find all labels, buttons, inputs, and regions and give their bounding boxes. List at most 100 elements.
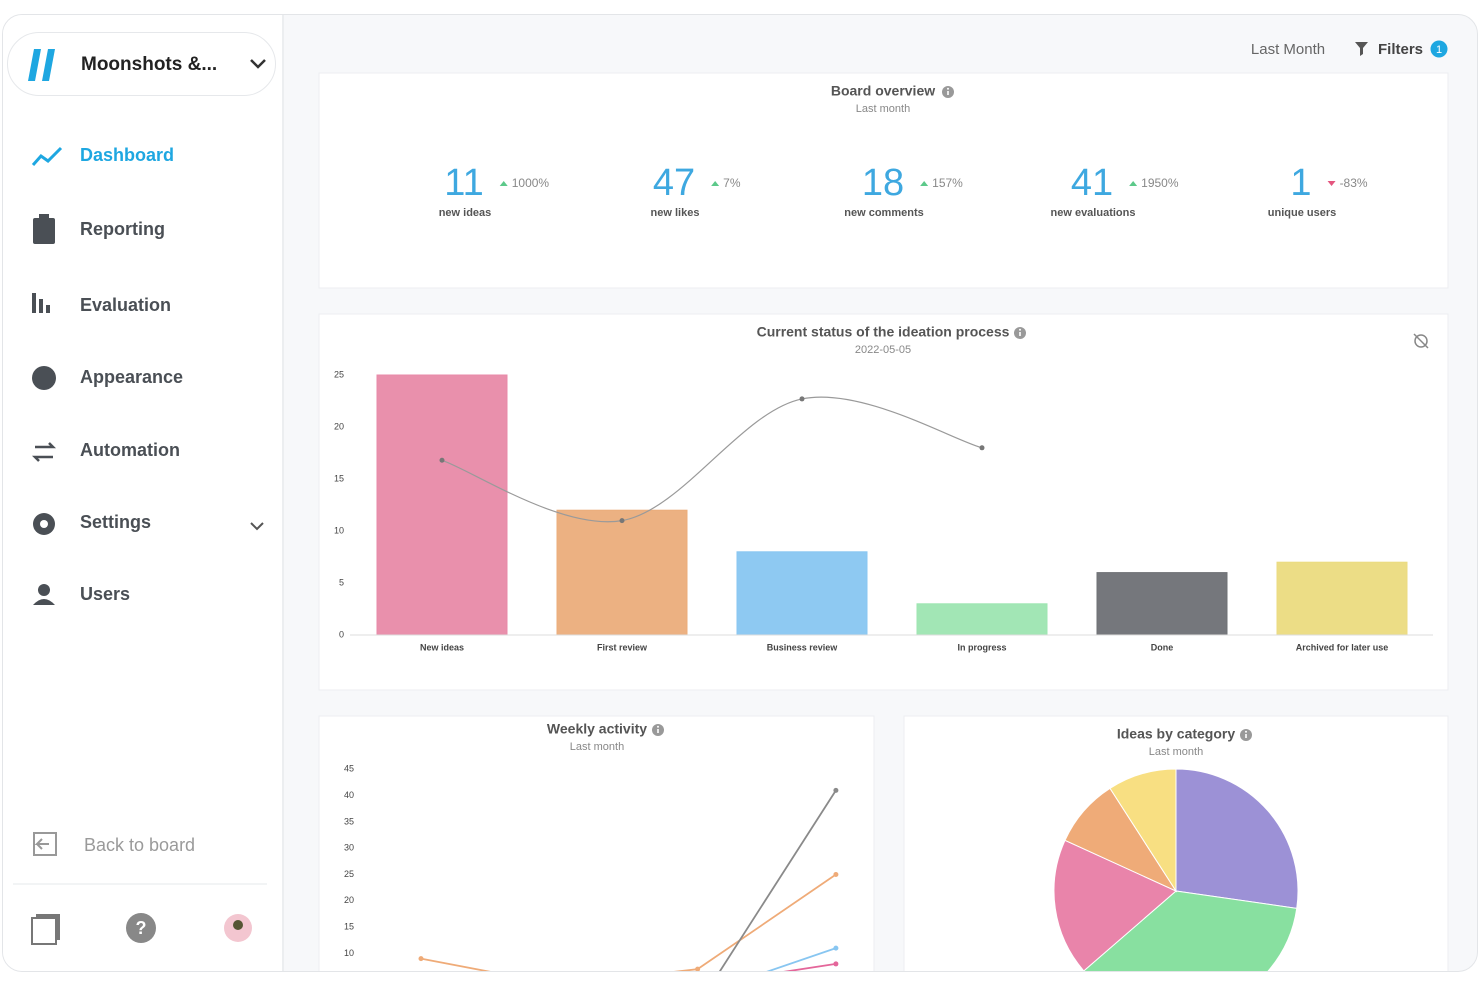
y-tick-label: 10 [334, 525, 344, 535]
info-icon [1240, 729, 1252, 741]
workspace-icons [28, 49, 266, 81]
timer-icon [1413, 333, 1429, 349]
y-tick-label: 15 [344, 921, 354, 931]
y-tick-label: 30 [344, 843, 354, 853]
line-point [695, 966, 701, 971]
stat-value: 1 [1290, 162, 1311, 204]
stat-value: 18 [862, 162, 904, 204]
stat-label: new evaluations [1051, 207, 1136, 219]
chart-subtitle: Last month [1149, 746, 1203, 758]
card [318, 72, 1449, 289]
app-frame: Moonshots &... ? Dashboard Reporting Evalu… [2, 14, 1478, 972]
stat-value: 41 [1071, 162, 1113, 204]
stat-change: 7% [723, 176, 741, 190]
filter-count: 1 [1436, 44, 1442, 56]
trend-arrow [920, 181, 929, 186]
line [766, 947, 837, 971]
line [420, 873, 837, 971]
info-icon [652, 724, 664, 736]
info-icon [1014, 327, 1026, 339]
card [318, 715, 875, 971]
stat-change: -83% [1340, 176, 1368, 190]
pie-slice [1064, 787, 1178, 893]
line-point [833, 961, 839, 967]
filters-button[interactable]: Filters [1378, 41, 1423, 58]
info-icon [1245, 730, 1247, 733]
chart-subtitle: 2022-05-05 [855, 344, 911, 356]
filter-icon [1355, 42, 1368, 56]
line-point [418, 956, 424, 962]
nav-item[interactable]: Dashboard [80, 145, 175, 165]
info-icon [942, 86, 954, 98]
line-point [833, 787, 839, 793]
y-tick-label: 25 [344, 869, 354, 879]
card-subtitle: Last month [856, 103, 910, 115]
back-to-board[interactable]: Back to board [84, 835, 196, 855]
stat-change: 1000% [512, 176, 550, 190]
pie-slice [1109, 768, 1177, 893]
pie-slice [1053, 839, 1177, 971]
y-tick-label: 20 [344, 895, 354, 905]
line-point [833, 872, 839, 877]
stat-value: 47 [653, 162, 695, 204]
x-tick-label: In progress [957, 642, 1006, 652]
stat-label: unique users [1268, 207, 1336, 219]
info-icon [947, 87, 949, 90]
filter-badge [1430, 40, 1448, 58]
chart-subtitle: Last month [570, 741, 624, 753]
line-point [439, 457, 445, 463]
trend-arrow [499, 181, 508, 186]
bar [736, 551, 868, 636]
x-tick-label: Done [1151, 642, 1174, 652]
timer-icon [1414, 334, 1428, 348]
nav-item[interactable]: Automation [80, 440, 180, 460]
svg-text:?: ? [136, 918, 147, 938]
sidebar-icons: ? [13, 146, 267, 945]
card-title: Board overview [831, 83, 935, 99]
x-tick-label: Business review [767, 642, 839, 652]
stat-change: 157% [932, 176, 963, 190]
stat-label: new likes [651, 207, 700, 219]
pie-slice [1083, 890, 1298, 971]
bar [1276, 561, 1408, 636]
nav-item[interactable]: Evaluation [80, 295, 172, 315]
x-tick-label: New ideas [420, 642, 464, 652]
card [903, 715, 1449, 971]
y-tick-label: 10 [344, 948, 354, 958]
y-tick-label: 25 [334, 369, 344, 379]
y-tick-label: 20 [334, 421, 344, 431]
stat-label: new ideas [439, 207, 492, 219]
bar [556, 509, 688, 636]
nav-item[interactable]: Users [80, 584, 131, 604]
line-point [799, 396, 805, 402]
bar [1096, 572, 1228, 636]
nav-item[interactable]: Settings [80, 512, 152, 532]
line [783, 963, 837, 971]
workspace-name: Moonshots &... [81, 54, 218, 75]
pie-slice [1175, 768, 1299, 909]
stat-value: 11 [444, 162, 483, 204]
workspace-switcher[interactable]: Moonshots &... [7, 32, 276, 96]
y-tick-label: 5 [339, 577, 344, 587]
x-tick-label: Archived for later use [1296, 642, 1389, 652]
line [441, 396, 983, 523]
line [718, 789, 837, 971]
y-tick-label: 15 [334, 473, 344, 483]
card [318, 313, 1449, 691]
chart-title: Weekly activity [547, 721, 647, 737]
chart-title: Current status of the ideation process [757, 324, 1010, 340]
nav-item[interactable]: Appearance [80, 367, 184, 387]
y-tick-label: 45 [344, 764, 354, 774]
chart-title: Ideas by category [1117, 726, 1235, 742]
trend-arrow [1129, 181, 1138, 186]
bar [376, 374, 508, 636]
y-tick-label: 0 [339, 629, 344, 639]
period-selector[interactable]: Last Month [1251, 41, 1325, 58]
nav-item[interactable]: Reporting [80, 219, 165, 239]
x-tick-label: First review [597, 642, 648, 652]
line-point [833, 945, 839, 951]
stat-change: 1950% [1141, 176, 1179, 190]
line-point [619, 518, 625, 524]
bar [916, 603, 1048, 636]
info-icon [1019, 328, 1021, 331]
